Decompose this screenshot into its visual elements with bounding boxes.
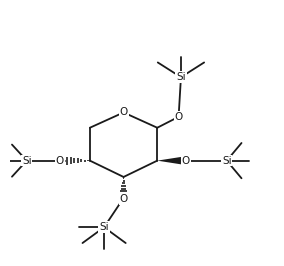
Polygon shape [157,157,181,164]
Text: Si: Si [222,156,231,166]
Text: Si: Si [22,156,32,166]
Text: O: O [56,156,64,166]
Text: Si: Si [176,72,186,82]
Text: O: O [120,194,128,204]
Text: O: O [120,107,128,118]
Text: Si: Si [99,222,109,232]
Text: O: O [181,156,190,166]
Text: O: O [175,112,183,122]
